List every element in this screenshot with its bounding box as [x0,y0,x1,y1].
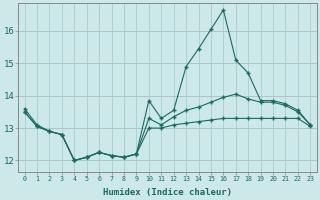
X-axis label: Humidex (Indice chaleur): Humidex (Indice chaleur) [103,188,232,197]
